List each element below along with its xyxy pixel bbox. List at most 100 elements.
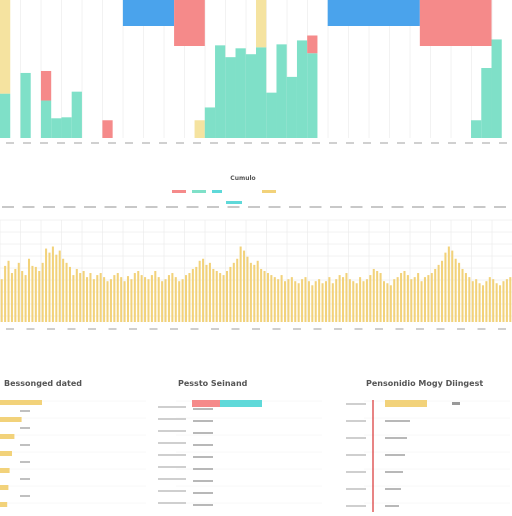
bar [65, 262, 68, 322]
x-tick-label [74, 142, 82, 144]
row-label [346, 505, 366, 507]
bar [385, 454, 405, 456]
bar [379, 273, 382, 322]
bar-segment [0, 93, 11, 138]
x-tick-label [166, 206, 178, 208]
row-label [158, 454, 186, 456]
bar-segment [192, 400, 220, 407]
bar-segment [286, 76, 297, 138]
bar [324, 281, 327, 322]
bar-segment [20, 72, 31, 138]
x-tick-label [170, 328, 178, 330]
bar [109, 279, 112, 322]
value-label [20, 495, 30, 497]
bar-segment [102, 120, 113, 138]
bar [400, 273, 403, 322]
bar [68, 266, 71, 322]
row-label [346, 437, 366, 439]
bar [167, 275, 170, 322]
row-value [193, 456, 213, 458]
bar-segment [220, 400, 262, 407]
bar [454, 258, 457, 322]
x-tick-label [6, 328, 14, 330]
bar [406, 275, 409, 322]
bar [451, 250, 454, 322]
bar [103, 277, 106, 322]
x-tick-label [375, 328, 383, 330]
x-tick-label [6, 142, 14, 144]
x-tick-label [346, 142, 354, 144]
x-tick-label [145, 206, 158, 208]
x-tick-label [350, 206, 363, 208]
x-tick-label [108, 328, 117, 330]
bar [256, 260, 259, 322]
bar [385, 505, 399, 507]
row-value [193, 432, 213, 434]
bar-segment [51, 118, 62, 138]
bar [253, 264, 256, 322]
bar [485, 281, 488, 322]
x-tick-label [412, 206, 424, 208]
bar [304, 277, 307, 322]
bar [82, 271, 85, 322]
bar [24, 275, 27, 322]
bar [342, 277, 345, 322]
value-label [20, 410, 30, 412]
x-tick-label [88, 328, 96, 330]
bar [314, 281, 317, 322]
value-label [452, 402, 460, 405]
bar [270, 275, 273, 322]
x-tick-label [432, 206, 445, 208]
bar [386, 283, 389, 322]
x-tick-label [47, 328, 55, 330]
bar [154, 271, 157, 322]
bar [157, 277, 160, 322]
x-tick-label [186, 206, 199, 208]
bar [116, 273, 119, 322]
bar [273, 277, 276, 322]
row-label [158, 418, 186, 420]
bar [222, 275, 225, 322]
bar [283, 281, 287, 322]
x-tick-label [207, 206, 219, 208]
bar [413, 277, 416, 322]
bar [249, 262, 252, 322]
bar-segment [491, 39, 502, 138]
bar [232, 262, 235, 322]
bar [133, 273, 136, 322]
top-stacked-bar-chart [0, 0, 512, 165]
bar [423, 277, 426, 322]
bar [106, 281, 109, 322]
bar-segment [0, 0, 11, 94]
bar [161, 281, 164, 322]
row-label [346, 471, 366, 473]
row-label [158, 478, 186, 480]
bar [266, 273, 269, 322]
x-tick-label [448, 142, 456, 144]
bar [239, 246, 242, 322]
x-tick-label [40, 142, 48, 144]
bar [130, 279, 133, 322]
bar-segment [71, 91, 82, 138]
x-tick-label [312, 142, 320, 144]
row-value [193, 492, 213, 494]
bar [365, 279, 368, 322]
x-tick-label [84, 206, 96, 208]
bar [502, 281, 505, 322]
x-tick-label [414, 142, 422, 144]
bar [318, 279, 321, 322]
bar [0, 417, 22, 422]
bar [0, 400, 42, 405]
legend-swatch [212, 190, 222, 193]
x-tick-label [268, 206, 281, 208]
bar-segment [471, 120, 482, 138]
bar [495, 283, 498, 322]
x-tick-label [23, 142, 31, 144]
x-tick-label [210, 142, 218, 144]
bar [263, 271, 266, 322]
bar [488, 277, 491, 322]
bar [297, 283, 300, 322]
row-label [158, 406, 186, 408]
x-tick-label [125, 142, 133, 144]
bar-segment [235, 48, 246, 138]
